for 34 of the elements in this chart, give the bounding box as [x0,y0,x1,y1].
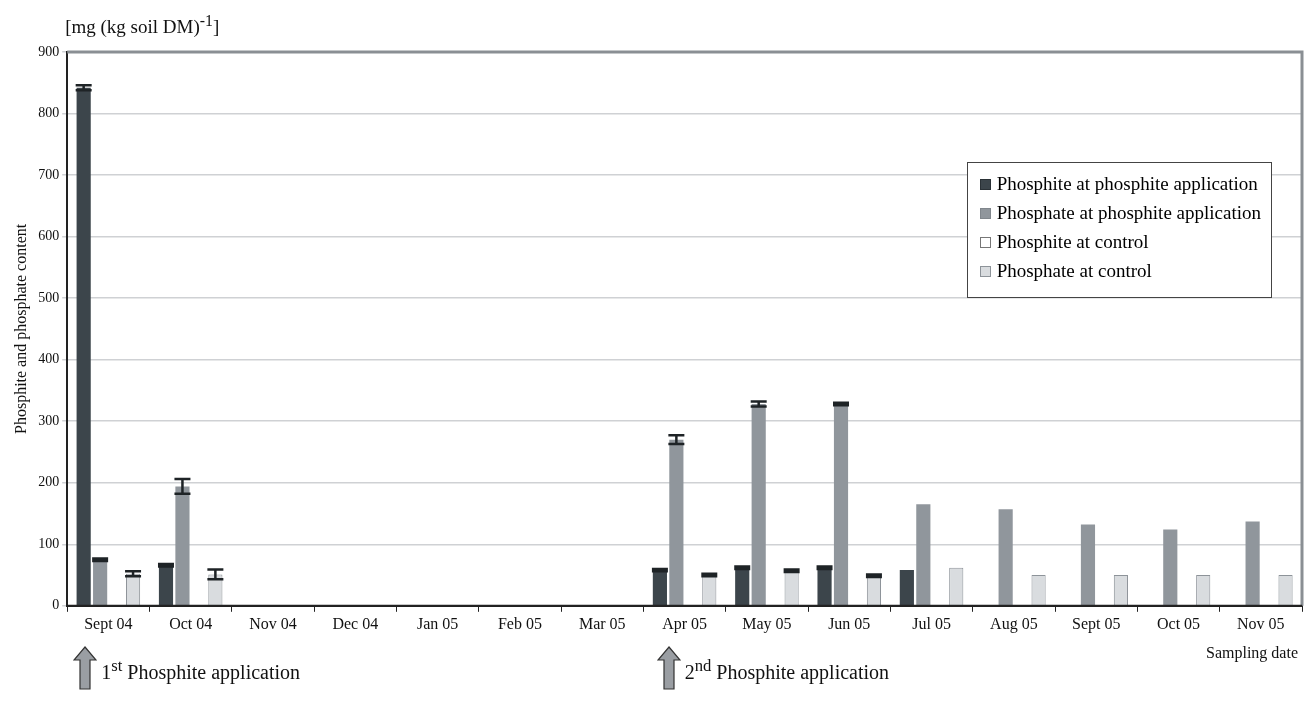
x-tick-label: Mar 05 [578,614,626,632]
y-tick-label: 0 [52,597,60,613]
x-tick-label: Jul 05 [912,614,951,632]
y-tick-label: 100 [38,535,60,551]
legend-label: Phosphite at phosphite application [996,173,1258,195]
x-tick-label: Oct 05 [1156,614,1201,632]
y-tick-label: 500 [38,289,60,305]
legend-label: Phosphite at control [996,231,1149,253]
y-tick-label: 300 [38,412,60,428]
y-tick-label: 800 [38,105,60,121]
x-tick-label: Jun 05 [828,614,871,632]
text: 2$^{nd}$ Phosphite application [684,655,890,684]
x-tick-label: Nov 04 [249,614,297,632]
x-tick-label: Jan 05 [416,614,459,632]
x-tick-label: Sept 04 [84,614,133,633]
x-tick-label: May 05 [742,614,792,633]
y-tick-label: 200 [38,474,60,490]
y-axis-title: Phosphite and phosphate content [11,223,30,434]
legend-label: Phosphate at control [996,260,1152,282]
text: [mg (kg soil DM)$^{-1}$] [65,12,220,39]
y-tick-label: 400 [38,351,60,367]
x-tick-label: Sept 05 [1071,614,1121,633]
x-tick-label: Apr 05 [662,614,708,633]
x-tick-label: Oct 04 [169,614,213,632]
x-tick-label: Dec 04 [332,614,379,632]
y-tick-label: 700 [38,166,60,182]
text: 1$^{st}$ Phosphite application [101,655,301,684]
y-tick-label: 900 [38,43,60,59]
legend-label: Phosphate at phosphite application [996,202,1261,224]
y-tick-label: 600 [38,228,60,244]
x-tick-label: Feb 05 [497,614,542,632]
x-axis-title: Sampling date [1206,644,1298,662]
x-tick-label: Nov 05 [1237,614,1285,632]
x-tick-label: Aug 05 [990,614,1038,633]
